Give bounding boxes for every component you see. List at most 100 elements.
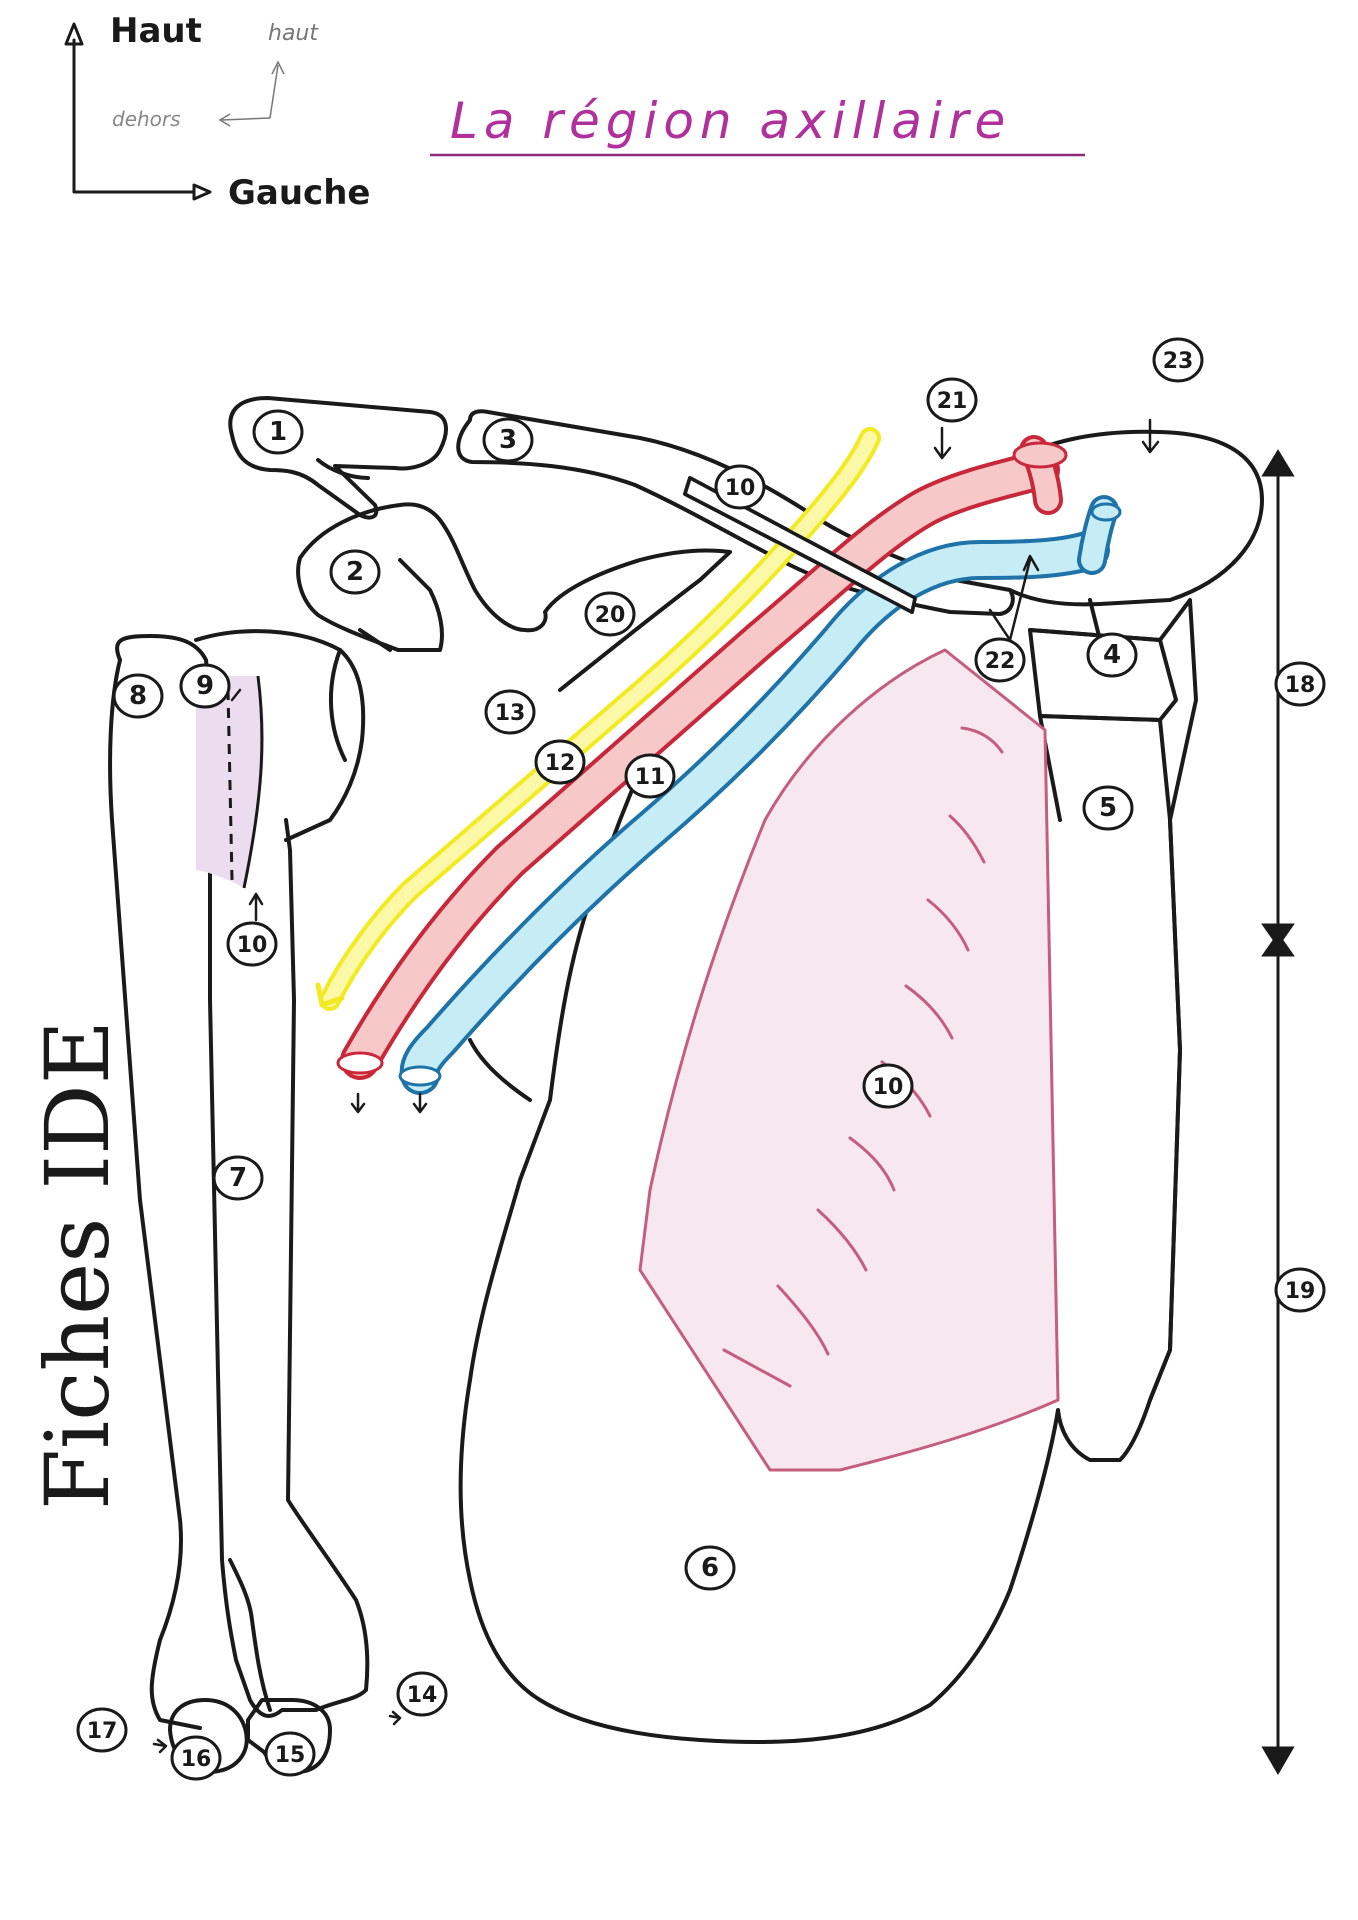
number-marker-12: 12: [534, 739, 586, 785]
up-axis-line: [72, 38, 196, 194]
number-marker-7: 7: [212, 1155, 264, 1201]
neurovascular-bundle: [315, 427, 1122, 1095]
number-marker-label: 16: [181, 1747, 212, 1772]
number-marker-circle: [926, 377, 978, 423]
number-marker-23: 23: [1152, 337, 1204, 383]
number-marker-label: 4: [1103, 640, 1121, 670]
number-marker-label: 13: [495, 701, 526, 726]
number-marker-circle: [714, 464, 766, 510]
number-marker-8: 8: [112, 673, 164, 719]
number-marker-circle: [1082, 785, 1134, 831]
minor-out-label: dehors: [112, 107, 181, 131]
number-marker-17: 17: [76, 1707, 128, 1753]
number-marker-label: 3: [499, 425, 517, 455]
pectoralis-minor-muscle: [638, 648, 1060, 1472]
number-marker-circle: [1086, 632, 1138, 678]
number-marker-label: 19: [1285, 1279, 1316, 1304]
number-marker-3: 3: [482, 417, 534, 463]
number-marker-label: 7: [229, 1163, 247, 1193]
number-marker-21: 21: [926, 377, 978, 423]
humeral-head-outline: [194, 629, 366, 842]
sternum-body-outline: [1038, 714, 1182, 1402]
number-marker-label: 15: [275, 1743, 306, 1768]
page-title: La région axillaire: [450, 92, 1011, 150]
number-marker-label: 10: [873, 1075, 904, 1100]
minor-orientation-indicator: [218, 60, 285, 127]
tendon-dashed-edge: [226, 689, 234, 881]
number-marker-circle: [252, 409, 304, 455]
number-marker-circle: [624, 753, 676, 799]
number-marker-18: 18: [1274, 661, 1326, 707]
number-marker-label: 1: [269, 417, 287, 447]
number-marker-label: 12: [545, 751, 576, 776]
artery-cut-end-bottom: [336, 1051, 384, 1075]
number-marker-19: 19: [1274, 1267, 1326, 1313]
range-arrows: [1261, 449, 1295, 1775]
artery-cut-end-top: [1012, 441, 1068, 469]
clavicle-outline: [456, 409, 1015, 616]
right-arrowhead: [192, 183, 212, 201]
coracoid-outline: [298, 502, 732, 692]
orientation-left-label: Gauche: [228, 173, 370, 213]
number-marker-label: 22: [985, 649, 1016, 674]
watermark: Fiches IDE: [26, 1020, 129, 1510]
number-marker-6: 6: [684, 1545, 736, 1591]
number-marker-circle: [482, 417, 534, 463]
number-marker-20: 20: [584, 591, 636, 637]
number-marker-label: 17: [87, 1719, 118, 1744]
number-marker-2: 2: [329, 549, 381, 595]
number-marker-label: 20: [595, 603, 626, 628]
number-marker-16: 16: [170, 1735, 222, 1781]
number-marker-1: 1: [252, 409, 304, 455]
number-marker-circle: [1152, 337, 1204, 383]
number-marker-label: 8: [129, 681, 147, 711]
acromion-outline: [228, 396, 448, 520]
number-marker-label: 10: [725, 476, 756, 501]
number-marker-circle: [329, 549, 381, 595]
minor-up-label: haut: [268, 21, 319, 46]
number-marker-circle: [484, 689, 536, 735]
number-marker-10: 10: [226, 921, 278, 967]
orientation-up-label: Haut: [110, 11, 202, 51]
manubrium-outline: [1028, 628, 1178, 722]
number-marker-circle: [1274, 1267, 1326, 1313]
vein-cut-end-top: [1090, 502, 1122, 522]
number-marker-circle: [264, 1731, 316, 1777]
up-arrowhead: [64, 22, 84, 46]
thorax-outline: [458, 598, 1198, 1744]
number-marker-5: 5: [1082, 785, 1134, 831]
number-marker-circle: [974, 637, 1026, 683]
number-marker-circle: [170, 1735, 222, 1781]
number-marker-label: 10: [237, 933, 268, 958]
number-marker-circle: [534, 739, 586, 785]
number-marker-13: 13: [484, 689, 536, 735]
number-marker-label: 6: [701, 1553, 719, 1583]
number-marker-circle: [212, 1155, 264, 1201]
number-marker-circle: [226, 921, 278, 967]
nerve-arrowhead: [315, 982, 345, 1008]
vein-cut-end-bottom: [398, 1065, 442, 1087]
number-marker-label: 5: [1099, 793, 1117, 823]
upper-thorax-outline: [998, 429, 1264, 642]
number-marker-10: 10: [862, 1063, 914, 1109]
number-marker-circle: [179, 663, 231, 709]
number-marker-22: 22: [974, 637, 1026, 683]
number-marker-label: 11: [635, 765, 666, 790]
number-marker-10: 10: [714, 464, 766, 510]
number-marker-label: 23: [1163, 349, 1194, 374]
number-marker-label: 21: [937, 389, 968, 414]
number-marker-circle: [112, 673, 164, 719]
number-marker-circle: [584, 591, 636, 637]
humerus-outline: [115, 634, 370, 1718]
number-marker-circle: [1274, 661, 1326, 707]
number-marker-label: 18: [1285, 673, 1316, 698]
number-marker-label: 2: [346, 557, 364, 587]
number-marker-11: 11: [624, 753, 676, 799]
orientation-indicator: [64, 22, 212, 201]
subclavius-front: [683, 476, 917, 614]
number-marker-circle: [396, 1671, 448, 1717]
number-marker-circle: [76, 1707, 128, 1753]
number-marker-15: 15: [264, 1731, 316, 1777]
